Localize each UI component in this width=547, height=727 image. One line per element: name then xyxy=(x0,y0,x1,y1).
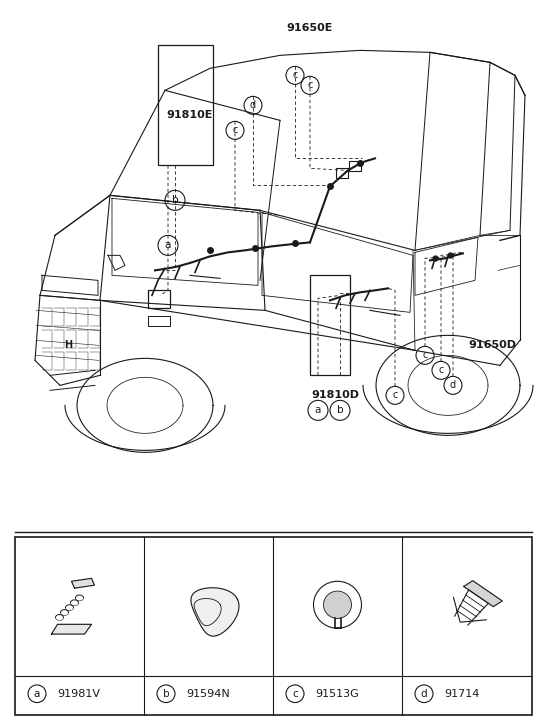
Text: c: c xyxy=(292,688,298,699)
Text: 91810D: 91810D xyxy=(311,390,359,401)
Text: d: d xyxy=(450,380,456,390)
Text: H: H xyxy=(64,340,72,350)
Bar xyxy=(310,276,350,375)
Text: c: c xyxy=(422,350,428,361)
Bar xyxy=(148,316,170,326)
Bar xyxy=(336,169,348,178)
Text: 91594N: 91594N xyxy=(186,688,230,699)
Bar xyxy=(349,161,361,172)
Text: 91981V: 91981V xyxy=(57,688,100,699)
Text: a: a xyxy=(315,406,321,415)
Text: 91714: 91714 xyxy=(444,688,479,699)
Text: c: c xyxy=(392,390,398,401)
Text: c: c xyxy=(307,81,313,90)
Circle shape xyxy=(323,591,352,619)
Text: c: c xyxy=(232,125,238,135)
Text: a: a xyxy=(165,241,171,250)
Text: d: d xyxy=(421,688,427,699)
Polygon shape xyxy=(72,579,95,588)
Text: 91513G: 91513G xyxy=(315,688,359,699)
Bar xyxy=(148,290,170,308)
Polygon shape xyxy=(51,624,91,634)
Text: 91810E: 91810E xyxy=(167,111,213,121)
Text: 91650E: 91650E xyxy=(287,23,333,33)
Text: b: b xyxy=(172,196,178,205)
Text: c: c xyxy=(292,71,298,81)
Text: b: b xyxy=(337,406,344,415)
Text: d: d xyxy=(250,100,256,111)
Bar xyxy=(158,45,213,165)
Text: c: c xyxy=(438,366,444,375)
Text: 91650D: 91650D xyxy=(468,340,516,350)
Polygon shape xyxy=(464,581,502,606)
Polygon shape xyxy=(191,587,239,636)
Text: b: b xyxy=(162,688,170,699)
Text: a: a xyxy=(34,688,40,699)
